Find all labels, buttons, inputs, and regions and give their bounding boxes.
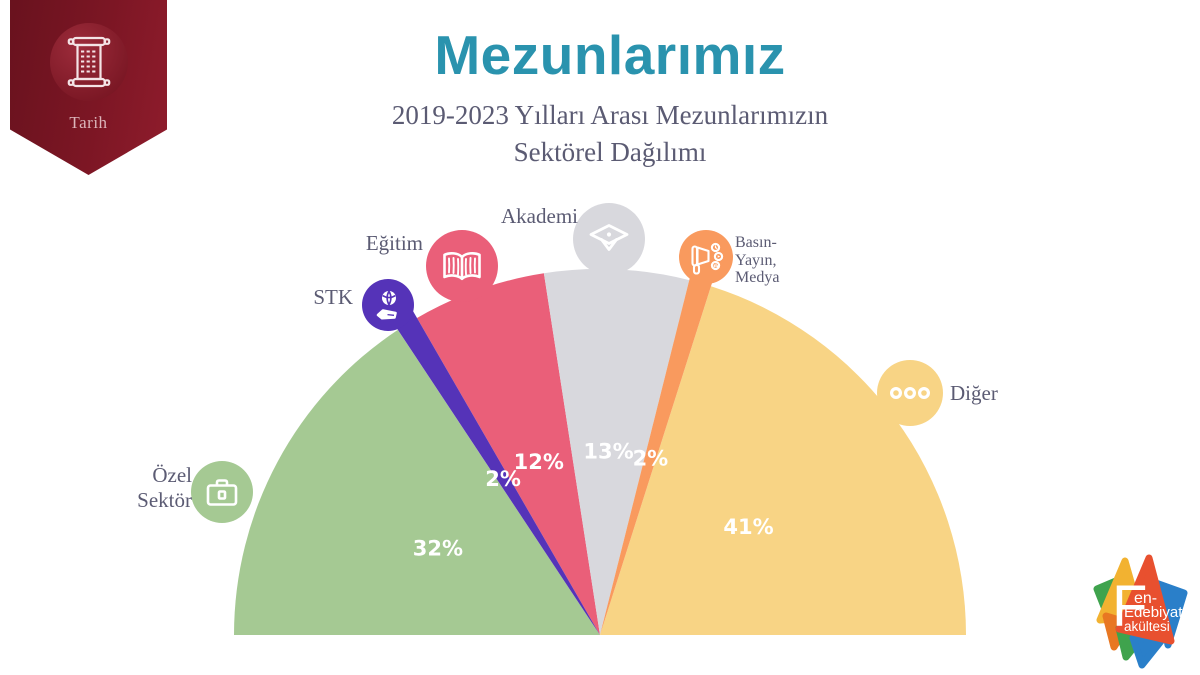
logo-text-fakultesi: akültesi [1124, 619, 1170, 634]
megaphone-icon [691, 242, 724, 275]
header: Mezunlarımız 2019-2023 Yılları Arası Mez… [12, 24, 1200, 171]
percent-label-akademi: 13% [583, 440, 633, 464]
percent-label-diger: 41% [723, 515, 773, 539]
logo-letter-f: F [1112, 574, 1147, 639]
scroll-icon [67, 36, 110, 88]
percent-label-basin-yayin-medya: 2% [633, 446, 669, 470]
label-line: STK [313, 285, 353, 309]
logo-blue-bottom-triangle [1129, 634, 1166, 669]
basin-yayin-medya-label: Basın- Yayın, Medya [735, 234, 825, 287]
logo-text-en: en- [1134, 590, 1157, 607]
page-title: Mezunlarımız [434, 24, 786, 86]
stk-label: STK [273, 285, 353, 310]
briefcase-icon [206, 478, 238, 506]
logo-text-edebiyat: Edebiyat [1124, 604, 1183, 621]
ellipsis-icon [889, 386, 930, 400]
subtitle-line-1: 2019-2023 Yılları Arası Mezunlarımızın [391, 100, 829, 131]
department-name: Tarih [69, 113, 108, 132]
percent-label-stk: 2% [485, 467, 521, 491]
slice-basin-yayin-medya [600, 249, 721, 635]
diger-label: Diğer [950, 381, 1040, 406]
egitim-label: Eğitim [343, 231, 423, 256]
label-line: Yayın, [735, 251, 777, 269]
ozel-sektor-label: Özel Sektör [92, 463, 192, 513]
label-line: Sektör [137, 488, 192, 512]
label-line: Özel [152, 463, 192, 487]
akademi-label: Akademi [486, 204, 578, 229]
egitim-icon-bubble [426, 230, 498, 302]
slice-akademi [543, 268, 690, 635]
label-line: Diğer [950, 381, 998, 405]
slice-stk [380, 290, 600, 635]
basin-icon-bubble [679, 230, 733, 284]
subtitle-line-2: Sektörel Dağılımı [513, 137, 707, 168]
graduation-cap-icon [589, 224, 629, 251]
slice-ozel-sektor [234, 329, 600, 635]
faculty-logo: F en- Edebiyat akültesi [1093, 554, 1188, 669]
percent-label-egitim: 12% [514, 450, 564, 474]
percent-label-ozel-sektor: 32% [413, 536, 463, 560]
akademi-icon-bubble [573, 203, 645, 275]
slice-egitim [417, 273, 600, 635]
label-line: Eğitim [365, 231, 423, 255]
slice-diger [600, 286, 966, 635]
hand-globe-icon [376, 290, 397, 320]
label-line: Basın- [735, 234, 777, 251]
label-line: Akademi [501, 204, 578, 228]
label-line: Medya [735, 269, 780, 286]
diger-icon-bubble [877, 360, 943, 426]
stk-icon-bubble [362, 279, 414, 331]
banner-icon-circle [49, 23, 128, 101]
page-subtitle: 2019-2023 Yılları Arası Mezunlarımızın S… [12, 97, 1200, 171]
ozel-sektor-icon-bubble [191, 461, 253, 523]
logo-red-triangle [1115, 554, 1175, 645]
open-book-icon [443, 251, 481, 280]
